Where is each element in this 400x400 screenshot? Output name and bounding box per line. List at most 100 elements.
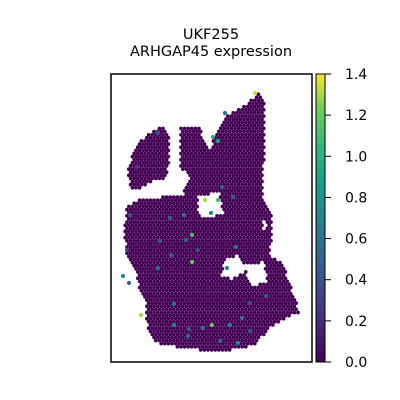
tissue-spot	[238, 217, 243, 221]
colorbar-tick-label: 0.0	[345, 355, 367, 371]
tissue-spot	[202, 179, 207, 184]
tissue-spot	[173, 298, 178, 302]
tissue-spot	[132, 245, 137, 249]
tissue-spot	[179, 157, 183, 162]
tissue-spot	[243, 270, 248, 274]
tissue-spot	[153, 295, 158, 299]
tissue-spot	[215, 132, 219, 137]
tissue-spot	[222, 313, 227, 318]
tissue-spot	[229, 139, 234, 143]
tissue-spot	[213, 291, 218, 296]
tissue-spot	[258, 126, 263, 131]
tissue-spot	[152, 242, 156, 246]
tissue-spot	[177, 273, 182, 277]
tissue-spot	[189, 201, 194, 206]
tissue-spot	[215, 164, 219, 168]
tissue-spot	[236, 307, 241, 312]
tissue-spot	[166, 229, 171, 234]
tissue-spot	[233, 332, 237, 337]
tissue-spot	[258, 157, 263, 162]
tissue-spot	[204, 344, 209, 349]
tissue-spot	[150, 201, 155, 206]
tissue-spot	[269, 307, 273, 312]
tissue-spot	[200, 226, 205, 231]
tissue-spot	[236, 251, 241, 256]
tissue-spot	[215, 245, 219, 249]
tissue-spot	[254, 213, 259, 218]
tissue-spot	[247, 126, 252, 131]
tissue-spot	[222, 276, 227, 281]
tissue-spot	[182, 282, 187, 287]
tissue-spot	[170, 291, 174, 296]
tissue-spot	[191, 298, 196, 302]
tissue-spot	[186, 270, 191, 274]
tissue-spot	[261, 313, 266, 318]
tissue-spot	[216, 266, 221, 271]
tissue-spot	[231, 229, 236, 234]
tissue-spot	[164, 238, 169, 243]
tissue-spot	[213, 185, 218, 190]
tissue-spot	[254, 114, 259, 118]
tissue-spot	[220, 198, 225, 203]
tissue-spot	[134, 254, 138, 259]
tissue-spot	[189, 282, 194, 287]
tissue-spot	[247, 176, 252, 181]
tissue-spot	[162, 235, 167, 240]
tissue-spot	[197, 270, 201, 274]
tissue-spot	[245, 204, 250, 209]
tissue-spot	[254, 120, 259, 125]
tissue-spot	[209, 254, 214, 259]
tissue-spot	[141, 217, 146, 221]
tissue-spot	[216, 160, 221, 165]
tissue-spot	[240, 238, 245, 243]
tissue-spot	[270, 316, 275, 321]
tissue-spot	[135, 226, 140, 231]
tissue-spot	[240, 157, 245, 162]
tissue-spot	[209, 229, 214, 234]
tissue-spot	[270, 279, 275, 284]
tissue-spot	[180, 285, 185, 290]
tissue-spot	[260, 217, 264, 221]
tissue-spot	[186, 189, 191, 193]
tissue-spot	[198, 335, 203, 340]
tissue-spot	[177, 198, 182, 203]
tissue-spot	[139, 276, 144, 281]
tissue-spot	[276, 288, 281, 293]
tissue-spot	[231, 242, 236, 246]
tissue-spot	[204, 288, 209, 293]
tissue-spot	[252, 154, 257, 159]
tissue-spot	[215, 282, 219, 287]
tissue-spot	[270, 298, 275, 302]
tissue-spot	[197, 307, 201, 312]
tissue-spot	[240, 120, 245, 125]
expression-spot	[215, 197, 221, 203]
plot-frame	[110, 73, 313, 363]
tissue-spot	[260, 254, 264, 259]
tissue-spot	[213, 223, 218, 228]
tissue-spot	[229, 313, 234, 318]
tissue-spot	[269, 313, 273, 318]
tissue-spot	[224, 348, 228, 352]
tissue-spot	[148, 167, 153, 171]
tissue-spot	[209, 173, 214, 178]
tissue-spot	[238, 142, 243, 146]
tissue-spot	[267, 223, 272, 228]
tissue-spot	[260, 204, 264, 209]
tissue-spot	[182, 207, 187, 212]
tissue-spot	[195, 279, 200, 284]
tissue-spot	[162, 323, 167, 327]
tissue-spot	[254, 319, 259, 324]
tissue-spot	[159, 310, 164, 315]
tissue-spot	[238, 248, 243, 252]
tissue-spot	[213, 142, 218, 146]
tissue-spot	[152, 229, 156, 234]
tissue-spot	[243, 107, 248, 112]
tissue-spot	[242, 291, 246, 296]
tissue-spot	[191, 173, 196, 178]
tissue-spot	[202, 173, 207, 178]
tissue-spot	[197, 189, 201, 193]
tissue-spot	[173, 235, 178, 240]
tissue-spot	[258, 332, 263, 337]
tissue-spot	[234, 148, 239, 153]
